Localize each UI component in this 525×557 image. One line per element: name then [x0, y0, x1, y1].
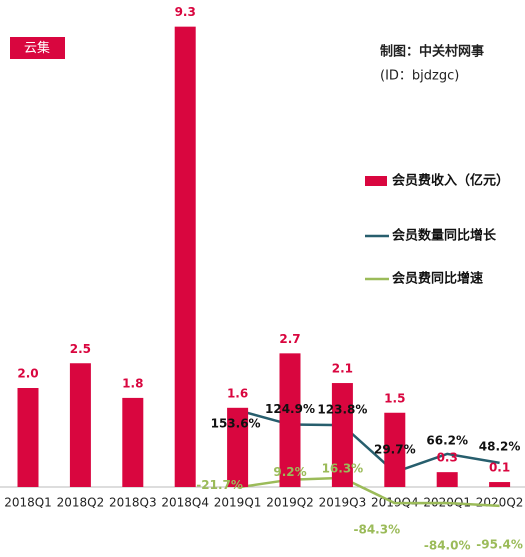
data-label: 1.8 [122, 376, 143, 390]
bar [331, 383, 353, 487]
x-tick-label: 2018Q1 [4, 496, 52, 510]
bar [227, 407, 249, 487]
legend-label: 会员费同比增速 [392, 271, 483, 287]
x-tick-label: 2019Q2 [266, 496, 314, 510]
bar [279, 353, 301, 487]
data-label: 0.3 [437, 451, 458, 465]
data-label: 2.0 [17, 367, 38, 381]
credit-id: (ID：bjdzgc) [380, 69, 459, 84]
legend-label: 会员费收入（亿元） [392, 173, 509, 189]
data-label: 16.3% [322, 461, 364, 475]
data-label: -95.4% [476, 537, 523, 551]
badge: 云集 [24, 40, 50, 56]
data-label: 29.7% [374, 443, 416, 457]
legend-label: 会员数量同比增长 [392, 228, 497, 244]
data-label: 1.6 [227, 386, 248, 400]
legend-swatch [365, 176, 387, 186]
data-label: 2.5 [70, 342, 91, 356]
x-tick-label: 2019Q1 [214, 496, 262, 510]
bar [489, 482, 511, 487]
data-label: 123.8% [317, 403, 367, 417]
x-tick-label: 2018Q3 [109, 496, 157, 510]
data-label: 48.2% [479, 439, 521, 453]
data-label: 9.2% [273, 465, 306, 479]
bar [17, 388, 39, 487]
bar [122, 397, 144, 487]
data-label: 9.3 [175, 5, 196, 19]
bar [174, 26, 196, 488]
x-tick-label: 2018Q2 [57, 496, 105, 510]
credit: 制图：中关村网事 [380, 44, 484, 60]
data-label: 2.7 [279, 332, 300, 346]
x-tick-label: 2020Q2 [476, 496, 524, 510]
badge-bg [10, 37, 65, 59]
data-label: 1.5 [384, 391, 405, 405]
data-label: 2.1 [332, 362, 353, 376]
bar [69, 363, 91, 487]
bar [436, 472, 458, 487]
bar [384, 412, 406, 487]
data-label: 0.1 [489, 461, 510, 475]
data-label: 153.6% [211, 417, 261, 431]
x-tick-label: 2019Q3 [319, 496, 367, 510]
data-label: -84.0% [424, 539, 471, 553]
data-label: -21.7% [196, 478, 243, 492]
data-label: 66.2% [426, 433, 468, 447]
data-label: 124.9% [265, 402, 315, 416]
x-tick-label: 2018Q4 [161, 496, 209, 510]
data-label: -84.3% [353, 523, 400, 537]
